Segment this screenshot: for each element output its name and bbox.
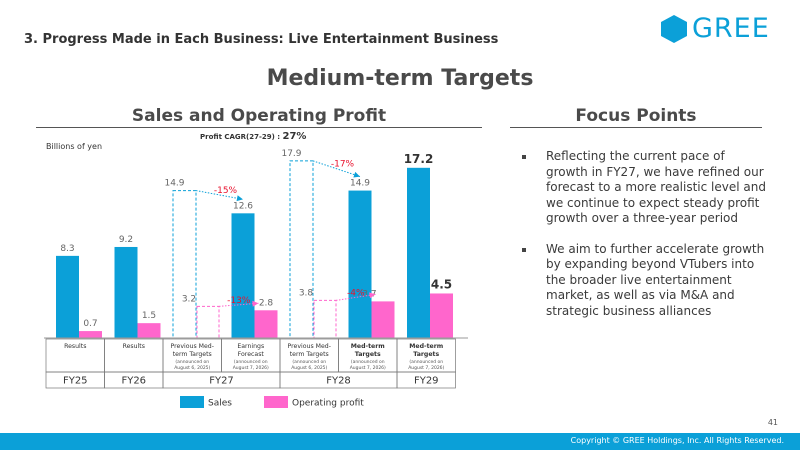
change-percent-label: -17% xyxy=(331,160,355,170)
focus-point: We aim to further accelerate growth by e… xyxy=(522,242,767,320)
chart-heading-rule xyxy=(36,127,482,128)
sales-bar xyxy=(348,190,372,338)
arrowhead-icon xyxy=(252,300,259,307)
page-title: Medium-term Targets xyxy=(266,66,534,91)
section-title: 3. Progress Made in Each Business: Live … xyxy=(24,32,499,47)
change-arrow xyxy=(312,160,361,178)
profit-bar xyxy=(196,305,220,339)
profit-bar xyxy=(371,301,395,338)
category-sublabel: (announced on xyxy=(175,359,209,365)
hexagon-logo-icon xyxy=(661,15,687,43)
category-label: Previous Med- xyxy=(171,343,214,350)
category-sublabel: (announced on xyxy=(292,359,326,365)
profit-bar xyxy=(137,323,161,338)
cagr-value: 27% xyxy=(282,131,307,142)
copyright: Copyright © GREE Holdings, Inc. All Righ… xyxy=(570,436,784,445)
sales-value-label: 17.2 xyxy=(404,152,434,166)
footer-bar xyxy=(0,433,800,450)
page-number: 41 xyxy=(767,418,778,427)
category-label: Targets xyxy=(413,351,439,358)
change-arrow xyxy=(218,302,259,307)
change-arrow xyxy=(335,293,376,301)
sales-bar xyxy=(172,190,197,339)
bullet-icon xyxy=(522,155,526,159)
sales-value-label: 9.2 xyxy=(119,235,133,245)
sales-value-label: 8.3 xyxy=(60,244,74,254)
arrowhead-icon xyxy=(369,292,376,299)
profit-bar xyxy=(313,299,337,339)
cagr-label: Profit CAGR(27-29) : xyxy=(200,133,283,141)
profit-value-label: 4.5 xyxy=(431,277,452,291)
bullet-icon xyxy=(522,247,526,252)
category-label: term Targets xyxy=(290,351,329,358)
category-label: Forecast xyxy=(238,351,265,358)
profit-cagr: Profit CAGR(27-29) : 27% xyxy=(200,131,306,142)
category-label: Previous Med- xyxy=(288,343,331,350)
chart-heading: Sales and Operating Profit xyxy=(131,106,387,126)
fiscal-year-cell xyxy=(396,371,456,389)
units-label: Billions of yen xyxy=(46,142,103,151)
sales-value-label: 12.6 xyxy=(233,201,253,211)
arrowhead-icon xyxy=(353,171,360,178)
focus-points-list: Reflecting the current pace of growth in… xyxy=(522,149,767,334)
change-percent-label: -13% xyxy=(227,296,251,306)
sales-value-label: 14.9 xyxy=(350,179,370,189)
category-label: Earnings xyxy=(237,343,264,350)
sales-bar xyxy=(56,255,79,338)
sales-value-label: 14.9 xyxy=(164,179,184,189)
profit-value-label: 1.5 xyxy=(142,311,156,321)
fiscal-year-label: FY26 xyxy=(121,376,146,387)
category-sublabel: August 7, 2026) xyxy=(408,365,444,371)
category-label: Targets xyxy=(355,351,381,358)
category-sublabel: August 6, 2025) xyxy=(174,365,210,371)
sales-value-label: 17.9 xyxy=(281,149,301,159)
category-sublabel: (announced on xyxy=(351,359,385,365)
sales-bar xyxy=(114,246,138,338)
focus-heading: Focus Points xyxy=(575,106,697,126)
profit-bar xyxy=(79,331,102,338)
category-label: term Targets xyxy=(173,351,212,358)
fiscal-year-label: FY25 xyxy=(63,376,88,387)
category-sublabel: August 7, 2026) xyxy=(350,365,386,371)
category-label: Results xyxy=(64,343,86,350)
change-percent-label: -4% xyxy=(347,288,365,298)
category-sublabel: August 6, 2025) xyxy=(291,365,327,371)
fiscal-year-label: FY27 xyxy=(209,376,234,387)
sales-bar xyxy=(231,213,255,338)
category-label: Results xyxy=(123,343,145,350)
change-arrow xyxy=(195,190,244,200)
sales-bar xyxy=(289,160,314,339)
focus-heading-rule xyxy=(510,127,762,128)
gree-logo: GREE xyxy=(660,14,780,44)
profit-bar xyxy=(254,310,278,338)
change-percent-label: -15% xyxy=(214,186,238,196)
legend-label: Sales xyxy=(208,399,232,409)
sales-bar xyxy=(407,167,430,338)
legend-swatch-sales xyxy=(180,396,204,408)
fiscal-year-label: FY28 xyxy=(326,376,351,387)
category-sublabel: August 7, 2026) xyxy=(233,365,269,371)
profit-value-label: 2.8 xyxy=(259,298,274,308)
category-sublabel: (announced on xyxy=(409,359,443,365)
profit-value-label: 0.7 xyxy=(83,319,97,329)
focus-point: Reflecting the current pace of growth in… xyxy=(522,149,767,227)
focus-point-text: We aim to further accelerate growth by e… xyxy=(546,241,765,318)
legend-swatch-profit xyxy=(264,396,288,408)
focus-point-text: Reflecting the current pace of growth in… xyxy=(546,149,766,225)
profit-value-label: 3.8 xyxy=(299,288,314,298)
profit-value-label: 3.2 xyxy=(182,294,196,304)
category-label: Med-term xyxy=(351,343,385,350)
logo-text: GREE xyxy=(692,13,770,44)
arrowhead-icon xyxy=(236,195,243,202)
category-sublabel: (announced on xyxy=(234,359,268,365)
category-label: Med-term xyxy=(409,343,443,350)
profit-bar xyxy=(430,293,453,338)
legend-label: Operating profit xyxy=(292,399,364,409)
fiscal-year-label: FY29 xyxy=(414,376,439,387)
